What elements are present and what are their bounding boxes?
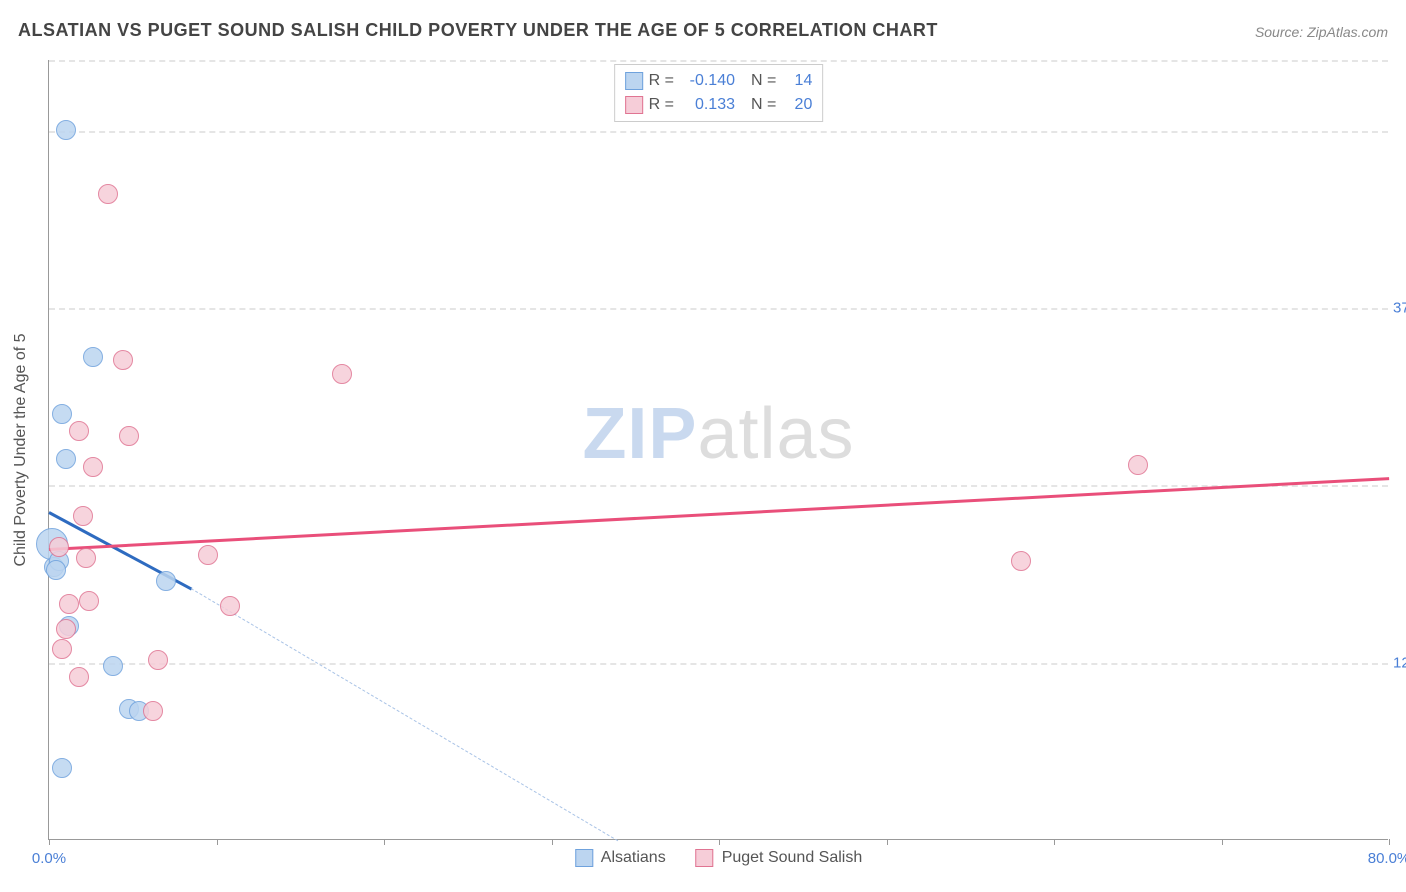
data-point [52,758,72,778]
legend-row-salish: R = 0.133 N = 20 [625,93,813,117]
n-value-salish: 20 [782,93,812,117]
x-tick [887,839,888,845]
data-point [52,639,72,659]
source-attribution: Source: ZipAtlas.com [1255,24,1388,40]
data-point [83,457,103,477]
r-value-alsatians: -0.140 [680,69,735,93]
series-name-alsatians: Alsatians [601,849,666,867]
data-point [119,426,139,446]
x-tick-label: 0.0% [32,850,66,867]
y-axis-label: Child Poverty Under the Age of 5 [12,333,30,566]
data-point [56,449,76,469]
data-point [1128,455,1148,475]
series-legend: Alsatians Puget Sound Salish [575,849,862,867]
x-tick [1054,839,1055,845]
series-name-salish: Puget Sound Salish [722,849,863,867]
correlation-legend: R = -0.140 N = 14 R = 0.133 N = 20 [614,64,824,122]
data-point [76,548,96,568]
watermark-part1: ZIP [582,394,697,474]
data-point [220,596,240,616]
n-label: N = [751,93,776,117]
data-point [73,506,93,526]
data-point [59,594,79,614]
data-point [103,656,123,676]
n-label: N = [751,69,776,93]
grid-line [49,131,1388,133]
r-value-salish: 0.133 [680,93,735,117]
r-label: R = [649,69,674,93]
legend-item-alsatians: Alsatians [575,849,666,867]
watermark: ZIPatlas [582,393,854,475]
trend-line-extrapolated [191,588,619,841]
data-point [98,184,118,204]
x-tick [1389,839,1390,845]
data-point [156,571,176,591]
data-point [148,650,168,670]
data-point [113,350,133,370]
x-tick [719,839,720,845]
r-label: R = [649,93,674,117]
y-tick-label: 12.5% [1393,654,1406,671]
y-tick-label: 37.5% [1393,300,1406,317]
data-point [52,404,72,424]
data-point [79,591,99,611]
legend-item-salish: Puget Sound Salish [696,849,863,867]
x-tick [552,839,553,845]
data-point [69,421,89,441]
data-point [1011,551,1031,571]
legend-row-alsatians: R = -0.140 N = 14 [625,69,813,93]
data-point [83,347,103,367]
grid-line [49,60,1388,62]
grid-line [49,308,1388,310]
swatch-salish [625,96,643,114]
grid-line [49,663,1388,665]
data-point [69,667,89,687]
x-tick [49,839,50,845]
data-point [56,619,76,639]
swatch-alsatians [625,72,643,90]
chart-title: ALSATIAN VS PUGET SOUND SALISH CHILD POV… [18,20,938,41]
data-point [198,545,218,565]
data-point [49,537,69,557]
data-point [46,560,66,580]
data-point [56,120,76,140]
x-tick [384,839,385,845]
swatch-alsatians [575,849,593,867]
x-tick [217,839,218,845]
data-point [332,364,352,384]
x-tick [1222,839,1223,845]
data-point [143,701,163,721]
trend-line [49,477,1389,551]
x-tick-label: 80.0% [1368,850,1406,867]
plot-area: ZIPatlas R = -0.140 N = 14 R = 0.133 N =… [48,60,1388,840]
n-value-alsatians: 14 [782,69,812,93]
swatch-salish [696,849,714,867]
watermark-part2: atlas [697,394,854,474]
